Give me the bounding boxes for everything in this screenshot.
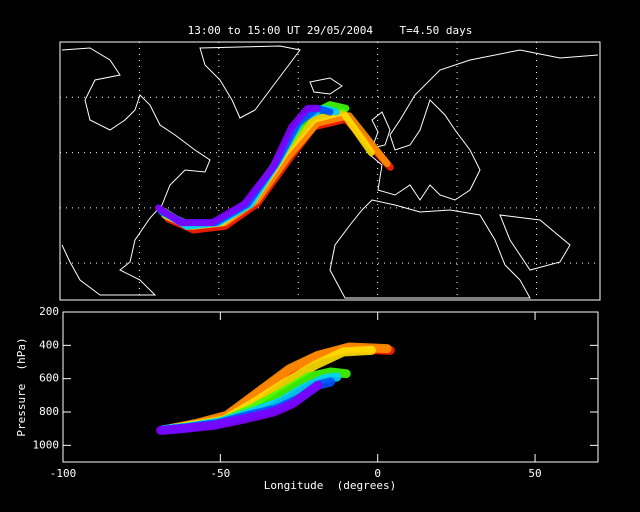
y-tick-label: 800 <box>39 405 59 418</box>
y-tick-label: 400 <box>39 338 59 351</box>
title: 13:00 to 15:00 UT 29/05/2004 T=4.50 days <box>188 24 473 37</box>
profile-layer: -100 -50 0 50 200 400 600 800 1000 <box>33 305 598 480</box>
greenland <box>199 45 301 119</box>
y-axis-label: Pressure (hPa) <box>15 337 28 436</box>
x-tick-label: -50 <box>210 467 230 480</box>
x-axis-label: Longitude (degrees) <box>264 479 396 492</box>
x-tick-label: 0 <box>374 467 381 480</box>
iceland <box>309 77 343 95</box>
y-tick-label: 200 <box>39 305 59 318</box>
trajectory <box>156 380 323 435</box>
x-tick-label: 50 <box>528 467 541 480</box>
coastlines <box>61 45 599 299</box>
north-america <box>61 47 211 296</box>
profile-frame <box>62 311 599 463</box>
europe <box>369 49 599 201</box>
x-tick-label: -100 <box>50 467 77 480</box>
trajectory <box>154 104 321 227</box>
arabia <box>499 214 571 271</box>
y-tick-label: 1000 <box>33 438 60 451</box>
africa <box>329 199 531 299</box>
y-tick-label: 600 <box>39 372 59 385</box>
map-frame <box>59 41 601 301</box>
map-layer <box>60 42 600 300</box>
